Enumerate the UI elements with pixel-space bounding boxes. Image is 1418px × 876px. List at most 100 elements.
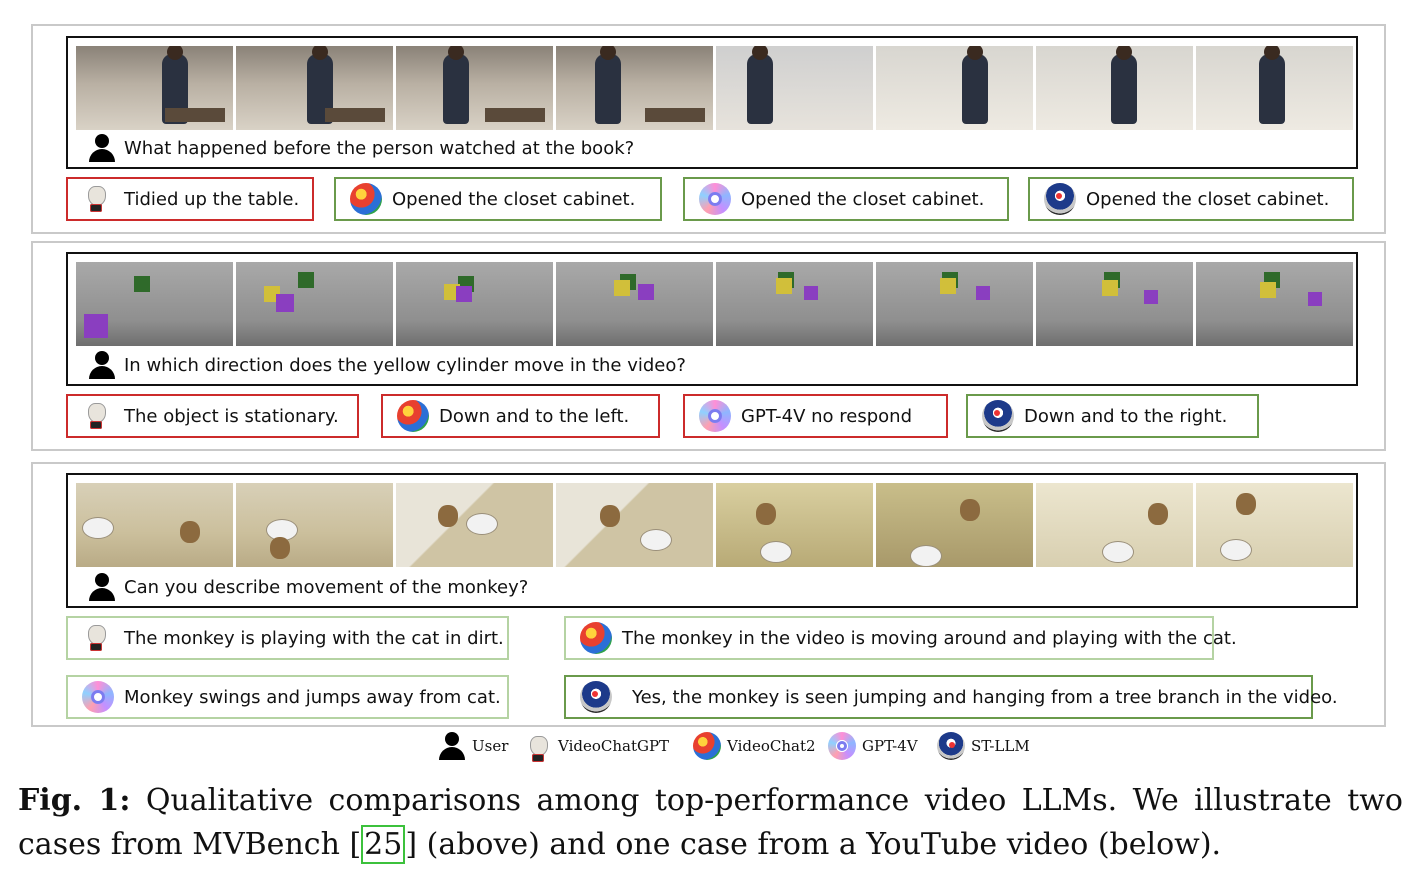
video-frame xyxy=(396,483,553,567)
legend-videochat2: VideoChat2 xyxy=(693,732,816,760)
citation-ref[interactable]: [25] xyxy=(349,825,418,864)
case-3-video-box: Can you describe movement of the monkey? xyxy=(66,473,1358,608)
case-3-question: Can you describe movement of the monkey? xyxy=(88,573,528,601)
video-frame xyxy=(876,46,1033,130)
video-frame xyxy=(556,46,713,130)
case-2-panel xyxy=(31,241,1386,451)
caption-text-end: (above) and one case from a YouTube vide… xyxy=(426,827,1222,862)
video-frame xyxy=(1196,262,1353,346)
videochatgpt-goat-icon xyxy=(82,621,114,655)
video-frame xyxy=(396,262,553,346)
answer-videochatgpt: The monkey is playing with the cat in di… xyxy=(66,616,509,660)
answer-text: Monkey swings and jumps away from cat. xyxy=(124,686,501,708)
legend-label: VideoChat2 xyxy=(727,737,816,755)
user-icon xyxy=(88,134,116,162)
case-1-question: What happened before the person watched … xyxy=(88,134,634,162)
figure-label: Fig. 1: xyxy=(18,783,131,818)
citation-number[interactable]: 25 xyxy=(361,825,406,864)
user-icon xyxy=(438,732,466,760)
case-1-frames xyxy=(76,46,1353,130)
videochat2-parrot-icon xyxy=(350,183,382,215)
answer-text: Opened the closet cabinet. xyxy=(1086,188,1330,210)
case-2-frames xyxy=(76,262,1353,346)
legend-user: User xyxy=(438,732,508,760)
stllm-icon xyxy=(580,681,612,713)
videochat2-parrot-icon xyxy=(580,622,612,654)
video-frame xyxy=(1196,46,1353,130)
legend-stllm: ST-LLM xyxy=(937,732,1030,760)
gpt4v-icon xyxy=(828,732,856,760)
case-3-frames xyxy=(76,483,1353,567)
answer-text: Down and to the right. xyxy=(1024,405,1228,427)
answer-videochat2: Opened the closet cabinet. xyxy=(334,177,662,221)
legend-label: GPT-4V xyxy=(862,737,918,755)
user-icon xyxy=(88,573,116,601)
stllm-icon xyxy=(937,732,965,760)
question-text: What happened before the person watched … xyxy=(124,137,635,159)
videochatgpt-goat-icon xyxy=(82,182,114,216)
gpt4v-icon xyxy=(699,183,731,215)
video-frame xyxy=(1196,483,1353,567)
video-frame xyxy=(396,46,553,130)
answer-text: GPT-4V no respond xyxy=(741,405,912,427)
answer-text: The object is stationary. xyxy=(124,405,339,427)
answer-text: The monkey in the video is moving around… xyxy=(622,627,1237,649)
question-text: In which direction does the yellow cylin… xyxy=(124,354,686,376)
video-frame xyxy=(876,483,1033,567)
stllm-icon xyxy=(1044,183,1076,215)
gpt4v-icon xyxy=(82,681,114,713)
answer-text: The monkey is playing with the cat in di… xyxy=(124,627,504,649)
video-frame xyxy=(236,262,393,346)
answer-text: Opened the closet cabinet. xyxy=(741,188,985,210)
legend-label: ST-LLM xyxy=(971,737,1030,755)
user-icon xyxy=(88,351,116,379)
video-frame xyxy=(76,483,233,567)
answer-text: Yes, the monkey is seen jumping and hang… xyxy=(632,686,1338,708)
video-frame xyxy=(716,46,873,130)
video-frame xyxy=(236,46,393,130)
video-frame xyxy=(1036,483,1193,567)
video-frame xyxy=(716,262,873,346)
video-frame xyxy=(1036,46,1193,130)
question-text: Can you describe movement of the monkey? xyxy=(124,576,529,598)
answer-gpt4v: GPT-4V no respond xyxy=(683,394,948,438)
answer-stllm: Down and to the right. xyxy=(966,394,1259,438)
videochat2-parrot-icon xyxy=(397,400,429,432)
answer-videochat2: The monkey in the video is moving around… xyxy=(564,616,1237,660)
legend-label: VideoChatGPT xyxy=(558,737,670,755)
answer-videochatgpt: Tidied up the table. xyxy=(66,177,314,221)
legend-label: User xyxy=(472,737,509,755)
case-2-question: In which direction does the yellow cylin… xyxy=(88,351,686,379)
case-2-video-box: In which direction does the yellow cylin… xyxy=(66,252,1358,386)
stllm-icon xyxy=(982,400,1014,432)
legend: User VideoChatGPT VideoChat2 GPT-4V ST-L… xyxy=(0,732,1418,764)
video-frame xyxy=(1036,262,1193,346)
answer-videochat2: Down and to the left. xyxy=(381,394,660,438)
case-3-panel xyxy=(31,462,1386,727)
videochat2-parrot-icon xyxy=(693,732,721,760)
answer-text: Opened the closet cabinet. xyxy=(392,188,636,210)
caption-text: Qualitative comparisons among top-perfor… xyxy=(18,783,1403,862)
answer-stllm: Yes, the monkey is seen jumping and hang… xyxy=(564,675,1338,719)
figure-caption: Fig. 1: Qualitative comparisons among to… xyxy=(18,779,1403,867)
answer-text: Tidied up the table. xyxy=(124,188,300,210)
case-1-panel xyxy=(31,24,1386,234)
video-frame xyxy=(76,262,233,346)
answer-gpt4v: Monkey swings and jumps away from cat. xyxy=(66,675,509,719)
gpt4v-icon xyxy=(699,400,731,432)
video-frame xyxy=(876,262,1033,346)
video-frame xyxy=(76,46,233,130)
legend-videochatgpt: VideoChatGPT xyxy=(524,732,670,762)
videochatgpt-goat-icon xyxy=(82,399,114,433)
video-frame xyxy=(556,262,713,346)
videochatgpt-goat-icon xyxy=(524,732,552,762)
answer-text: Down and to the left. xyxy=(439,405,630,427)
video-frame xyxy=(716,483,873,567)
answer-videochatgpt: The object is stationary. xyxy=(66,394,359,438)
answer-stllm: Opened the closet cabinet. xyxy=(1028,177,1354,221)
video-frame xyxy=(236,483,393,567)
answer-gpt4v: Opened the closet cabinet. xyxy=(683,177,1009,221)
video-frame xyxy=(556,483,713,567)
case-1-video-box: What happened before the person watched … xyxy=(66,36,1358,169)
legend-gpt4v: GPT-4V xyxy=(828,732,918,760)
